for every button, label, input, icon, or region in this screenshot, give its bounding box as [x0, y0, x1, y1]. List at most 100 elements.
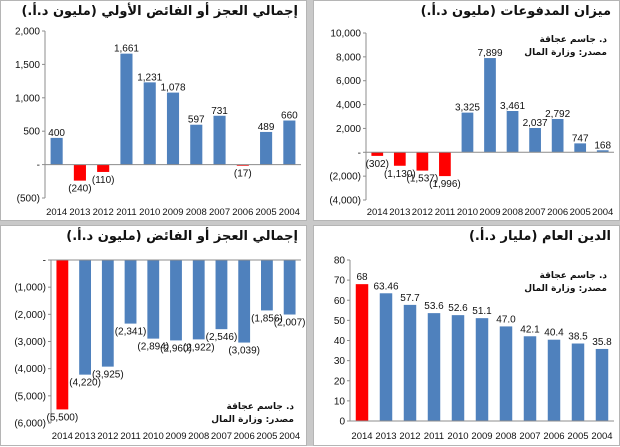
- source-note: د. جاسم عجاقة مصدر: وزارة المال: [211, 401, 294, 427]
- y-tick-label: (5,000): [14, 391, 46, 402]
- chart-title: إجمالي العجز أو الفائض الأولي (مليون د.أ…: [21, 4, 298, 19]
- data-label: 400: [48, 128, 65, 139]
- y-tick-label: -: [358, 148, 361, 159]
- data-label: (2,960): [160, 343, 192, 354]
- data-label: 47.0: [496, 314, 516, 325]
- bar-2013: [73, 164, 86, 181]
- data-label: (17): [234, 169, 252, 180]
- x-tick-label: 2004: [591, 431, 612, 442]
- x-tick-label: 2014: [351, 431, 372, 442]
- chart-panel-balance-of-payments: 10,000 8,000 6,000 4,000 2,000 - (2,000) (4,000…: [313, 0, 620, 221]
- x-tick-label: 2006: [232, 207, 253, 218]
- y-tick-label: 60: [334, 296, 346, 307]
- bar-2004: [596, 150, 609, 153]
- bar-2012: [101, 260, 114, 367]
- bar-2011: [427, 313, 441, 421]
- x-tick-label: 2010: [447, 431, 468, 442]
- x-tick-label: 2010: [457, 207, 478, 218]
- x-tick-label: 2006: [234, 431, 255, 442]
- data-label: 1,078: [160, 83, 185, 94]
- y-tick-label: 2,000: [336, 124, 361, 135]
- bar-2007: [529, 127, 541, 153]
- data-label: (2,546): [206, 332, 238, 343]
- x-tick-label: 2013: [75, 431, 96, 442]
- data-label: (5,500): [47, 412, 79, 423]
- bar-2008: [499, 326, 513, 421]
- y-tick-label: 0: [339, 417, 345, 428]
- x-tick-label: 2004: [279, 207, 300, 218]
- x-tick-label: 2013: [375, 431, 396, 442]
- bar-2010: [147, 260, 160, 339]
- bar-2005: [574, 143, 587, 153]
- x-tick-label: 2007: [209, 207, 230, 218]
- x-tick-label: 2011: [116, 207, 136, 218]
- bar-2010: [461, 112, 474, 153]
- x-tick-label: 2014: [367, 207, 388, 218]
- x-tick-label: 2004: [279, 431, 300, 442]
- data-label: 597: [188, 115, 205, 126]
- bar-2012: [416, 152, 429, 171]
- balance-of-payments-chart-svg: 10,000 8,000 6,000 4,000 2,000 - (2,000) (4,000…: [329, 29, 614, 218]
- y-tick-label: 8,000: [336, 52, 361, 63]
- x-tick-label: 2013: [389, 207, 410, 218]
- source-ministry: مصدر: وزارة المال: [524, 48, 607, 58]
- bar-2006: [236, 164, 249, 166]
- bar-2014: [355, 284, 369, 421]
- y-tick-label: (4,000): [14, 364, 46, 375]
- data-label: (110): [92, 175, 115, 186]
- data-label: 68: [356, 272, 368, 283]
- data-label: (3,925): [92, 370, 124, 381]
- total-deficit-chart-svg: - (1,000) (2,000) (3,000) (4,000) (5,000) (6,0…: [14, 256, 305, 443]
- data-label: (2,922): [183, 342, 215, 353]
- y-tick-label: 70: [334, 276, 346, 287]
- data-label: 2,792: [545, 109, 570, 120]
- y-tick-label: (1,000): [14, 283, 46, 294]
- x-tick-label: 2012: [97, 431, 118, 442]
- chart-title: الدين العام (مليار د.أ.): [468, 229, 611, 244]
- x-tick-label: 2011: [435, 207, 455, 218]
- data-label: (1,856): [251, 313, 283, 324]
- x-tick-label: 2008: [188, 431, 209, 442]
- y-tick-label: 4,000: [336, 100, 361, 111]
- data-label: 7,899: [477, 48, 502, 59]
- y-tick-label: -: [37, 160, 40, 171]
- x-tick-label: 2005: [570, 207, 591, 218]
- x-tick-label: 2007: [525, 207, 546, 218]
- bar-2008: [192, 260, 205, 340]
- data-label: 42.1: [520, 324, 540, 335]
- data-label: 489: [258, 122, 275, 133]
- data-label: 1,661: [114, 44, 139, 55]
- data-label: 1,231: [137, 72, 162, 83]
- data-label: (1,537): [407, 174, 439, 185]
- bar-2011: [439, 152, 451, 177]
- data-label: 57.7: [400, 293, 420, 304]
- y-tick-label: 1,500: [15, 60, 40, 71]
- data-label: 53.6: [424, 301, 444, 312]
- x-tick-label: 2009: [162, 207, 183, 218]
- bar-2011: [124, 260, 137, 324]
- x-tick-label: 2005: [256, 431, 277, 442]
- data-label: 168: [594, 140, 611, 151]
- data-label: 2,037: [523, 118, 548, 129]
- x-tick-label: 2012: [93, 207, 114, 218]
- bar-2011: [120, 53, 133, 165]
- data-label: 35.8: [592, 337, 612, 348]
- data-label: 51.1: [472, 306, 492, 317]
- source-author: د. جاسم عجاقة: [539, 35, 607, 45]
- x-tick-label: 2014: [52, 431, 73, 442]
- bar-2012: [403, 304, 417, 421]
- bar-2007: [215, 260, 228, 330]
- x-tick-label: 2006: [543, 431, 564, 442]
- bar-2004: [283, 120, 296, 165]
- x-tick-label: 2012: [412, 207, 433, 218]
- x-tick-label: 2007: [211, 431, 232, 442]
- y-tick-label: -: [43, 256, 46, 267]
- bar-2005: [571, 343, 585, 421]
- x-tick-label: 2009: [471, 431, 492, 442]
- y-tick-label: 10: [334, 396, 346, 407]
- chart-panel-public-debt: 80 70 60 50 40 30 20 10 0 68 2014 63.46 2013 57.7 2012…: [313, 225, 620, 446]
- bar-2006: [547, 339, 561, 421]
- x-tick-label: 2011: [120, 431, 140, 442]
- y-tick-label: 10,000: [330, 29, 361, 40]
- y-tick-label: 2,000: [15, 27, 40, 38]
